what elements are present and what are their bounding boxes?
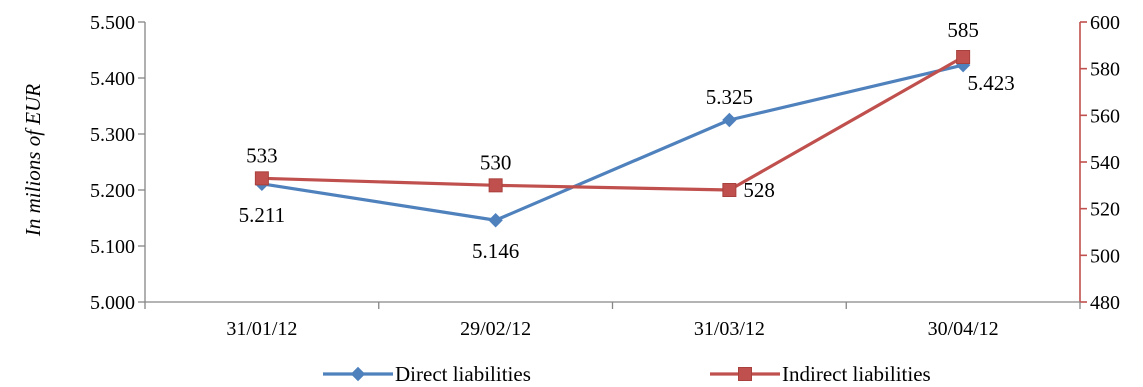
right-tick-label: 480 (1090, 292, 1120, 314)
axes: 5.000 5.100 5.200 5.300 5.400 5.500 480 500 520 5… (90, 12, 1120, 340)
right-tick-label: 520 (1090, 199, 1120, 221)
data-label: 585 (947, 18, 979, 42)
x-tick-label: 29/02/12 (460, 318, 531, 340)
data-point (488, 178, 503, 193)
left-tick-label: 5.400 (90, 68, 135, 90)
left-tick-label: 5.100 (90, 236, 135, 258)
data-label: 530 (480, 150, 512, 174)
left-tick-label: 5.000 (90, 292, 135, 314)
left-tick-label: 5.200 (90, 180, 135, 202)
legend-entry: Indirect liabilities (782, 362, 931, 386)
right-tick-label: 600 (1090, 12, 1120, 34)
x-tick-label: 31/03/12 (694, 318, 765, 340)
right-tick-label: 500 (1090, 245, 1120, 267)
legend: Direct liabilities Indirect liabilities (323, 362, 931, 386)
data-point (254, 171, 269, 186)
left-tick-label: 5.300 (90, 124, 135, 146)
right-tick-label: 560 (1090, 105, 1120, 127)
data-label: 5.211 (239, 203, 285, 227)
series-line-2 (261, 55, 964, 192)
data-label: 5.325 (706, 85, 753, 109)
data-label: 5.146 (472, 239, 519, 263)
series-line-1 (261, 63, 964, 222)
y-axis-label: In milions of EUR (21, 84, 45, 237)
series-markers (254, 50, 971, 228)
right-tick-label: 540 (1090, 152, 1120, 174)
data-point (722, 183, 737, 197)
x-tick-label: 30/04/12 (928, 318, 999, 340)
data-label: 5.423 (968, 71, 1015, 95)
data-label: 528 (743, 178, 775, 202)
legend-entry: Direct liabilities (395, 362, 531, 386)
legend-marker (738, 367, 752, 381)
left-tick-label: 5.500 (90, 12, 135, 34)
x-tick-label: 31/01/12 (226, 318, 297, 340)
right-tick-label: 580 (1090, 59, 1120, 81)
legend-marker (350, 366, 366, 382)
data-point (488, 213, 503, 228)
data-labels: 5.211 5.146 5.325 5.423 533 530 528 585 (239, 18, 1015, 263)
data-point (956, 50, 971, 64)
data-label: 533 (246, 143, 278, 167)
series-lines (261, 55, 964, 222)
data-point (722, 112, 737, 128)
